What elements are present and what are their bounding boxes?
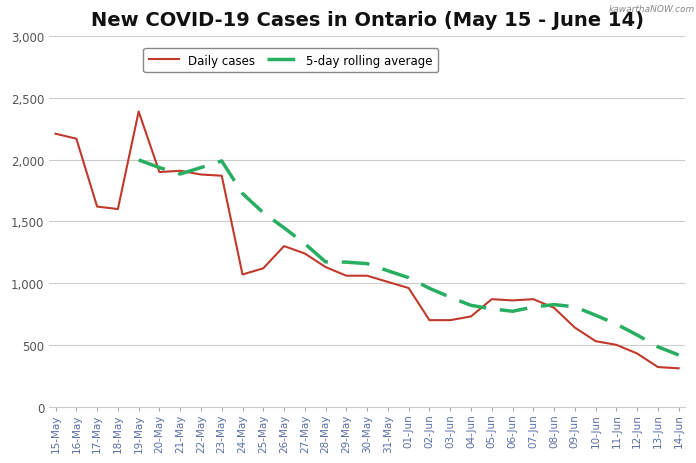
Daily cases xyxy=(425,318,434,323)
Daily cases xyxy=(197,172,205,178)
5-day rolling average xyxy=(612,322,621,327)
Daily cases xyxy=(301,251,309,257)
Daily cases xyxy=(113,207,122,213)
Daily cases xyxy=(550,306,558,311)
5-day rolling average xyxy=(197,165,205,171)
5-day rolling average xyxy=(488,307,496,312)
Daily cases xyxy=(467,314,475,319)
5-day rolling average xyxy=(259,211,267,216)
Daily cases xyxy=(508,298,516,304)
5-day rolling average xyxy=(654,344,662,350)
Daily cases xyxy=(176,169,184,174)
Daily cases xyxy=(383,280,392,285)
5-day rolling average xyxy=(363,261,371,267)
5-day rolling average xyxy=(404,275,413,281)
Daily cases xyxy=(633,351,641,357)
5-day rolling average xyxy=(446,295,454,300)
5-day rolling average xyxy=(425,286,434,292)
5-day rolling average xyxy=(155,165,164,171)
5-day rolling average xyxy=(280,225,288,231)
Daily cases xyxy=(322,265,330,270)
5-day rolling average xyxy=(529,305,537,310)
Daily cases xyxy=(529,297,537,302)
Daily cases xyxy=(155,170,164,175)
Daily cases xyxy=(612,342,621,348)
5-day rolling average xyxy=(467,303,475,308)
Daily cases xyxy=(134,110,143,115)
Daily cases xyxy=(592,338,600,344)
Daily cases xyxy=(654,364,662,370)
Text: kawarthaNOW.com: kawarthaNOW.com xyxy=(608,5,695,13)
5-day rolling average xyxy=(134,158,143,163)
Daily cases xyxy=(571,325,579,331)
5-day rolling average xyxy=(550,302,558,308)
Daily cases xyxy=(259,266,267,271)
5-day rolling average xyxy=(571,304,579,310)
Daily cases xyxy=(674,366,683,371)
Daily cases xyxy=(363,273,371,279)
Line: Daily cases: Daily cases xyxy=(56,113,679,369)
5-day rolling average xyxy=(218,159,226,164)
Daily cases xyxy=(72,137,81,142)
5-day rolling average xyxy=(322,260,330,265)
Daily cases xyxy=(93,204,102,210)
5-day rolling average xyxy=(342,260,351,265)
5-day rolling average xyxy=(301,241,309,247)
Daily cases xyxy=(238,272,246,278)
5-day rolling average xyxy=(238,191,246,197)
Daily cases xyxy=(488,297,496,302)
5-day rolling average xyxy=(633,332,641,338)
5-day rolling average xyxy=(508,309,516,314)
Daily cases xyxy=(218,174,226,179)
Daily cases xyxy=(280,244,288,250)
Daily cases xyxy=(446,318,454,323)
5-day rolling average xyxy=(383,269,392,274)
Daily cases xyxy=(404,286,413,291)
Daily cases xyxy=(342,273,351,279)
5-day rolling average xyxy=(674,352,683,358)
5-day rolling average xyxy=(176,172,184,177)
Line: 5-day rolling average: 5-day rolling average xyxy=(139,161,679,355)
5-day rolling average xyxy=(592,313,600,319)
Legend: Daily cases, 5-day rolling average: Daily cases, 5-day rolling average xyxy=(143,49,438,73)
Title: New COVID-19 Cases in Ontario (May 15 - June 14): New COVID-19 Cases in Ontario (May 15 - … xyxy=(90,11,644,30)
Daily cases xyxy=(52,131,60,137)
